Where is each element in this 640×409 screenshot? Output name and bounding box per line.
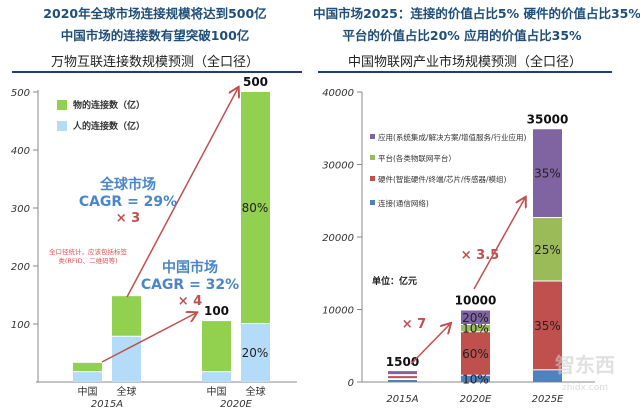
y-tick-label: 200 <box>11 262 30 273</box>
segment-label: 35% <box>534 319 561 333</box>
group-label: 2020E <box>220 399 252 409</box>
category-label: 全球 <box>246 385 266 398</box>
bar-segment <box>461 325 490 332</box>
legend-swatch <box>370 134 375 139</box>
global-market-label: 全球市场 <box>99 176 156 193</box>
note-line-2: 类(RFID、二维码等) <box>58 256 117 265</box>
legend-label-people: 人的连接数（亿） <box>72 120 145 132</box>
category-label: 2020E <box>460 394 492 405</box>
legend-swatch-things <box>57 100 67 110</box>
bar-segment <box>73 372 102 382</box>
growth-arrow-2020 <box>410 324 450 365</box>
left-headline-1: 2020年全球市场连接规模将达到500亿 <box>43 6 266 21</box>
bar-segment <box>241 92 270 323</box>
bar-segment <box>533 370 562 382</box>
note-line-1: 全口径统计，应该包括标签 <box>49 247 128 256</box>
china-market-label: 中国市场 <box>162 259 218 276</box>
legend-swatch <box>370 155 375 160</box>
bar-segment <box>112 296 141 336</box>
left-chart-title: 万物互联连接数规模预测（全口径） <box>51 54 259 70</box>
y-tick-label: 40000 <box>322 88 354 99</box>
segment-label: 60% <box>462 347 489 361</box>
multiplier-x7: × 7 <box>402 317 426 332</box>
bar-segment <box>73 362 102 372</box>
right-headline-1: 中国市场2025：连接的价值占比5% 硬件的价值占比35% <box>313 6 640 21</box>
category-label: 中国 <box>78 385 98 398</box>
bar-segment <box>388 380 417 382</box>
y-tick-label: 10000 <box>322 306 354 317</box>
y-tick-label: 300 <box>11 204 30 215</box>
bar-segment <box>533 218 562 281</box>
watermark-url: zhidx.com <box>562 383 608 393</box>
legend-label: 连接(通信网络) <box>378 198 429 208</box>
segment-label: 10% <box>462 322 489 336</box>
total-label: 100 <box>204 304 229 318</box>
bar-segment <box>202 321 231 372</box>
y-tick-label: 400 <box>11 146 30 157</box>
legend-label: 硬件(智能硬件/终端/芯片/传感器/模组) <box>378 174 507 184</box>
bar-segment <box>461 375 490 382</box>
unit-label: 单位：亿元 <box>372 275 417 287</box>
right-headline-2: 平台的价值占比20% 应用的价值占比35% <box>342 28 582 43</box>
y-tick-label: 30000 <box>322 161 354 172</box>
left-chart: 100 200 300 400 500 中国 全球 中国 100 全球 500 20% 80% 2015A… <box>11 75 297 409</box>
group-label: 2015A <box>91 399 123 409</box>
y-tick-label: 0 <box>348 378 354 389</box>
category-label: 2025E <box>532 394 564 405</box>
segment-label: 20% <box>462 311 489 325</box>
global-multiplier: × 3 <box>116 211 140 226</box>
category-label: 中国 <box>207 385 227 398</box>
right-chart-title: 中国物联网产业市场规模预测（全口径） <box>348 54 582 70</box>
bar-segment <box>533 129 562 218</box>
legend-label: 平台(各类物联网平台） <box>378 153 456 163</box>
watermark-logo: 智东西 <box>555 353 615 377</box>
segment-label: 20% <box>242 346 269 360</box>
legend-swatch-people <box>57 121 67 131</box>
bar-segment <box>461 332 490 375</box>
total-label: 35000 <box>527 112 569 126</box>
legend-swatch <box>370 176 375 181</box>
y-tick-label: 100 <box>11 320 30 331</box>
category-label: 2015A <box>386 394 418 405</box>
multiplier-x3-5: × 3.5 <box>461 248 499 263</box>
y-tick-label: 500 <box>11 88 30 99</box>
segment-label: 35% <box>534 167 561 181</box>
category-label: 全球 <box>117 385 137 398</box>
bar-segment <box>533 281 562 370</box>
right-chart: 0 10000 20000 30000 40000 应用(系统集成/解决方案/增值服务/行… <box>322 88 595 405</box>
legend-swatch <box>370 200 375 205</box>
bar-segment <box>388 376 417 379</box>
china-cagr: CAGR = 32% <box>141 277 239 293</box>
total-label: 10000 <box>455 294 497 308</box>
bar-segment <box>241 324 270 382</box>
global-growth-arrow <box>126 88 238 298</box>
segment-label: 80% <box>242 201 269 215</box>
left-headline-2: 中国市场的连接数有望突破100亿 <box>61 28 250 43</box>
segment-label: 25% <box>534 243 561 257</box>
bar-segment <box>202 372 231 382</box>
bar-segment <box>388 371 417 375</box>
china-multiplier: × 4 <box>178 294 202 309</box>
total-label: 500 <box>243 75 268 89</box>
segment-label: 10% <box>462 372 489 386</box>
global-cagr: CAGR = 29% <box>79 194 177 210</box>
bar-segment <box>461 310 490 324</box>
y-tick-label: 20000 <box>322 233 354 244</box>
china-growth-arrow <box>101 313 196 363</box>
legend-label-things: 物的连接数（亿） <box>73 99 145 111</box>
legend-label: 应用(系统集成/解决方案/增值服务/行业应用) <box>378 132 527 142</box>
total-label: 1500 <box>386 355 419 369</box>
growth-arrow-2025 <box>473 198 525 290</box>
